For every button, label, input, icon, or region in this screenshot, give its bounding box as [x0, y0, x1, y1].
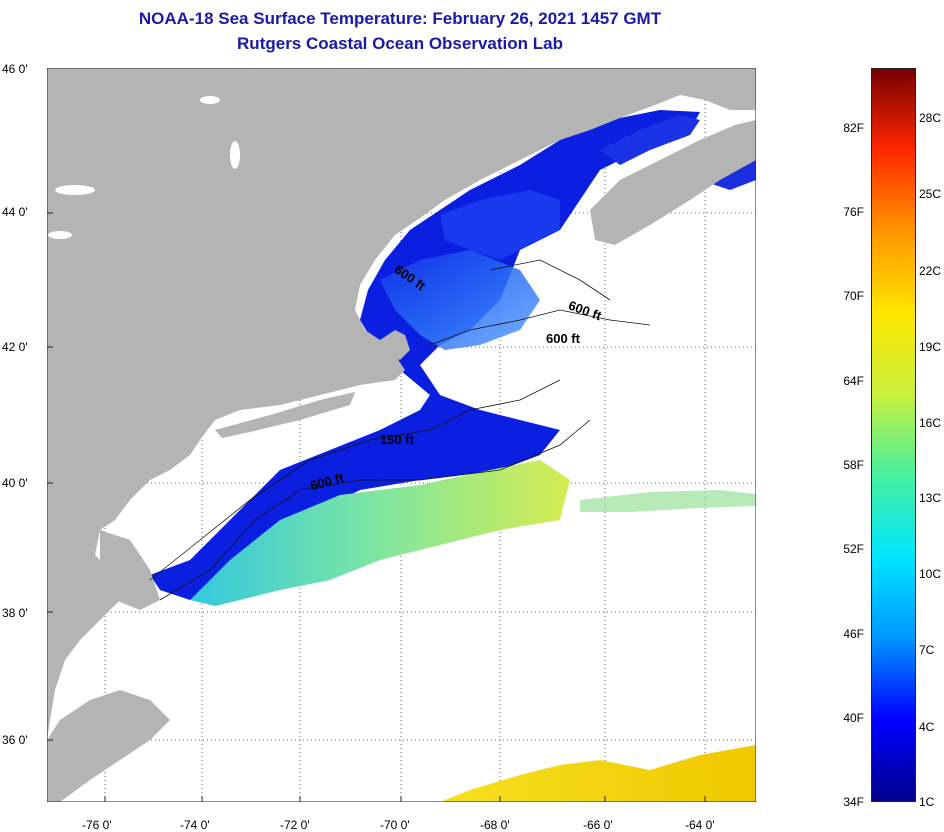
sst-shelf-blue [380, 250, 540, 350]
colorbar-celsius-label: 22C [919, 264, 942, 278]
colorbar-fahrenheit-label: 76F [843, 205, 864, 219]
temperature-colorbar [871, 68, 916, 802]
lon-label: -76 0' [82, 818, 112, 832]
colorbar-fahrenheit-label: 64F [843, 374, 864, 388]
lat-label: 38 0' [2, 606, 28, 620]
map-title: NOAA-18 Sea Surface Temperature: Februar… [138, 9, 662, 28]
lat-label: 36 0' [2, 733, 28, 747]
lat-label: 46 0' [2, 62, 28, 76]
lon-label: -64 0' [685, 818, 715, 832]
colorbar-celsius-label: 13C [919, 491, 942, 505]
sst-offshore-streak [580, 490, 756, 512]
lat-label: 44 0' [2, 205, 28, 219]
lat-label: 42 0' [2, 340, 28, 354]
colorbar-fahrenheit-label: 82F [843, 121, 864, 135]
sst-southern-warm-patch [440, 745, 756, 802]
land-delmarva [100, 530, 160, 610]
sst-coastal-cold-water [150, 110, 700, 600]
bathymetry-contours [149, 259, 651, 601]
colorbar-fahrenheit-label: 34F [843, 795, 864, 809]
colorbar-celsius-label: 4C [919, 720, 935, 734]
land-southern-coast [47, 690, 170, 802]
lon-label: -74 0' [180, 818, 210, 832]
colorbar-celsius-label: 25C [919, 187, 942, 201]
axis-ticks [47, 212, 706, 802]
lon-label: -68 0' [480, 818, 510, 832]
lon-label: -66 0' [583, 818, 613, 832]
land-long-island [215, 392, 355, 438]
colorbar-celsius-label: 7C [919, 643, 935, 657]
colorbar-celsius-label: 10C [919, 567, 942, 581]
colorbar-fahrenheit-label: 58F [843, 458, 864, 472]
lat-label: 40 0' [2, 476, 28, 490]
sst-shelf-warm-band [190, 460, 570, 606]
colorbar-fahrenheit-label: 40F [843, 711, 864, 725]
lon-label: -70 0' [380, 818, 410, 832]
lon-label: -72 0' [280, 818, 310, 832]
colorbar-celsius-label: 16C [919, 416, 942, 430]
land-north-america [47, 68, 756, 740]
depth-label: 600 ft [546, 331, 580, 346]
land-cape-cod [380, 330, 410, 360]
sst-bay-of-fundy [600, 115, 700, 165]
map-subtitle: Rutgers Coastal Ocean Observation Lab [237, 34, 563, 53]
colorbar-celsius-label: 28C [919, 111, 942, 125]
land-nova-scotia [590, 120, 756, 245]
sst-gulf-of-maine-blue [440, 190, 560, 260]
colorbar-fahrenheit-label: 52F [843, 542, 864, 556]
lakes [48, 96, 240, 239]
colorbar-celsius-label: 19C [919, 340, 942, 354]
depth-label: 150 ft [380, 432, 414, 447]
colorbar-fahrenheit-label: 46F [843, 627, 864, 641]
colorbar-celsius-label: 1C [919, 795, 935, 809]
colorbar-fahrenheit-label: 70F [843, 289, 864, 303]
